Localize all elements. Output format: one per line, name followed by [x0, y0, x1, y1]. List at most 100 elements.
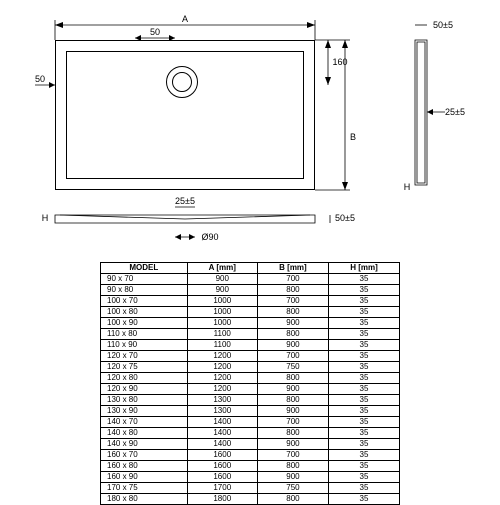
dim-160: 160 — [332, 57, 347, 67]
dim-25b: 25±5 — [175, 196, 195, 206]
cell-model: 170 x 75 — [101, 483, 188, 494]
cell-value: 1100 — [187, 340, 257, 351]
cell-value: 800 — [257, 373, 328, 384]
cell-value: 1600 — [187, 472, 257, 483]
table-row: 140 x 70140070035 — [101, 417, 400, 428]
cell-value: 1200 — [187, 373, 257, 384]
cell-model: 160 x 70 — [101, 450, 188, 461]
table-row: 110 x 80110080035 — [101, 329, 400, 340]
cell-value: 1100 — [187, 329, 257, 340]
cell-value: 900 — [187, 274, 257, 285]
cell-value: 700 — [257, 417, 328, 428]
cell-value: 900 — [257, 340, 328, 351]
cell-value: 800 — [257, 307, 328, 318]
cell-value: 35 — [328, 494, 399, 505]
cell-model: 90 x 70 — [101, 274, 188, 285]
cell-value: 35 — [328, 274, 399, 285]
table-row: 130 x 90130090035 — [101, 406, 400, 417]
cell-value: 800 — [257, 494, 328, 505]
cell-value: 35 — [328, 450, 399, 461]
cell-value: 35 — [328, 318, 399, 329]
cell-value: 1200 — [187, 362, 257, 373]
table-row: 110 x 90110090035 — [101, 340, 400, 351]
cell-value: 900 — [187, 285, 257, 296]
dim-50b: 50 — [35, 74, 45, 84]
cell-value: 35 — [328, 439, 399, 450]
cell-value: 35 — [328, 307, 399, 318]
cell-value: 35 — [328, 285, 399, 296]
table-row: 120 x 80120080035 — [101, 373, 400, 384]
cell-value: 800 — [257, 285, 328, 296]
cell-model: 130 x 90 — [101, 406, 188, 417]
header-model: MODEL — [101, 263, 188, 274]
header-h: H [mm] — [328, 263, 399, 274]
cell-value: 35 — [328, 417, 399, 428]
drain — [166, 66, 198, 98]
cell-model: 120 x 80 — [101, 373, 188, 384]
cell-value: 35 — [328, 351, 399, 362]
cell-model: 110 x 80 — [101, 329, 188, 340]
table-row: 140 x 90140090035 — [101, 439, 400, 450]
table-row: 90 x 7090070035 — [101, 274, 400, 285]
dim-50-5: 50±5 — [433, 20, 453, 30]
cell-model: 140 x 90 — [101, 439, 188, 450]
cell-model: 180 x 80 — [101, 494, 188, 505]
dim-d90: Ø90 — [201, 232, 218, 242]
cell-value: 35 — [328, 472, 399, 483]
cell-value: 1400 — [187, 428, 257, 439]
cell-value: 1000 — [187, 307, 257, 318]
table-row: 100 x 70100070035 — [101, 296, 400, 307]
cell-value: 35 — [328, 296, 399, 307]
drain-inner — [172, 72, 192, 92]
dim-25: 25±5 — [445, 107, 465, 117]
table-row: 100 x 90100090035 — [101, 318, 400, 329]
cell-value: 35 — [328, 340, 399, 351]
table-row: 140 x 80140080035 — [101, 428, 400, 439]
spec-table: MODEL A [mm] B [mm] H [mm] 90 x 70900700… — [100, 262, 400, 505]
cell-value: 35 — [328, 329, 399, 340]
cell-model: 100 x 90 — [101, 318, 188, 329]
cell-value: 800 — [257, 461, 328, 472]
cell-value: 35 — [328, 395, 399, 406]
dim-a: A — [182, 14, 188, 24]
header-a: A [mm] — [187, 263, 257, 274]
cell-model: 120 x 70 — [101, 351, 188, 362]
cell-value: 700 — [257, 274, 328, 285]
cell-value: 800 — [257, 395, 328, 406]
cell-value: 900 — [257, 384, 328, 395]
cell-value: 35 — [328, 384, 399, 395]
cell-value: 1200 — [187, 351, 257, 362]
cell-model: 130 x 80 — [101, 395, 188, 406]
cell-value: 900 — [257, 406, 328, 417]
cell-value: 35 — [328, 428, 399, 439]
technical-drawing: A 50 50 B 160 25±5 50±5 H — [0, 0, 500, 500]
cell-value: 1000 — [187, 318, 257, 329]
cell-value: 1200 — [187, 384, 257, 395]
cell-model: 140 x 80 — [101, 428, 188, 439]
top-view — [55, 40, 315, 190]
table-row: 130 x 80130080035 — [101, 395, 400, 406]
cell-value: 35 — [328, 483, 399, 494]
cell-value: 900 — [257, 472, 328, 483]
dim-h-side: H — [404, 182, 411, 192]
cell-value: 35 — [328, 406, 399, 417]
cell-model: 110 x 90 — [101, 340, 188, 351]
cell-value: 750 — [257, 483, 328, 494]
cell-value: 1000 — [187, 296, 257, 307]
cell-value: 1800 — [187, 494, 257, 505]
header-b: B [mm] — [257, 263, 328, 274]
cell-value: 35 — [328, 373, 399, 384]
cell-value: 1700 — [187, 483, 257, 494]
dim-h-front: H — [42, 213, 49, 223]
cell-value: 1600 — [187, 450, 257, 461]
dim-b: B — [350, 132, 356, 142]
table-row: 160 x 90160090035 — [101, 472, 400, 483]
spec-table-area: MODEL A [mm] B [mm] H [mm] 90 x 70900700… — [100, 262, 400, 505]
table-row: 120 x 75120075035 — [101, 362, 400, 373]
cell-model: 120 x 90 — [101, 384, 188, 395]
cell-value: 900 — [257, 318, 328, 329]
cell-value: 1600 — [187, 461, 257, 472]
table-row: 90 x 8090080035 — [101, 285, 400, 296]
table-row: 120 x 90120090035 — [101, 384, 400, 395]
cell-value: 1300 — [187, 406, 257, 417]
